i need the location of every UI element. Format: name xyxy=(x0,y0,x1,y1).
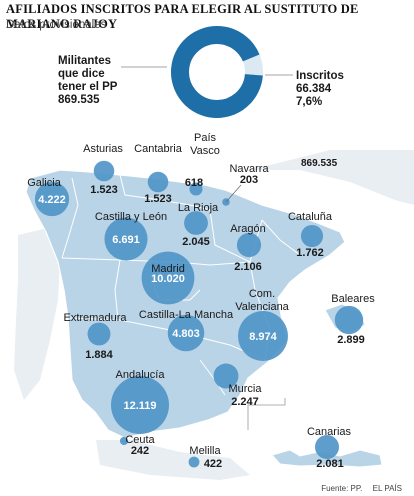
chart-title: AFILIADOS INSCRITOS PARA ELEGIR AL SUSTI… xyxy=(6,2,359,31)
region-value-aragon: 2.106 xyxy=(234,261,262,273)
region-value-asturias: 1.523 xyxy=(90,184,118,196)
region-name-madrid: Madrid xyxy=(151,263,185,275)
region-name-castilla-y-leon: Castilla y León xyxy=(95,211,167,223)
bubble-com-valenciana xyxy=(238,311,288,361)
neighbor-land xyxy=(14,150,414,480)
bubble-ceuta xyxy=(119,436,129,446)
region-name-pais-vasco-line2: Vasco xyxy=(190,145,220,157)
bubble-la-rioja xyxy=(184,211,208,235)
bubble-melilla xyxy=(188,456,200,468)
region-value-madrid: 10.020 xyxy=(151,273,185,285)
region-value-canarias: 2.081 xyxy=(316,458,344,470)
region-name-pais-vasco-line1: País xyxy=(194,132,217,144)
region-name-cantabria: Cantabria xyxy=(134,143,183,155)
region-name-castilla-la-mancha: Castilla-La Mancha xyxy=(139,309,234,321)
region-name-com-valenciana-line1: Com. xyxy=(249,288,275,300)
region-value-ceuta: 242 xyxy=(131,445,149,457)
inscritos-label: Inscritos 66.384 7,6% xyxy=(296,70,344,109)
militantes-line-3: tener el PP xyxy=(58,81,118,93)
region-value-castilla-y-leon: 6.691 xyxy=(112,234,140,246)
source-text: Fuente: PP. xyxy=(321,484,363,493)
bubble-andalucia xyxy=(111,376,169,434)
bubble-cantabria xyxy=(147,171,169,193)
region-name-cataluna: Cataluña xyxy=(288,211,333,223)
region-name-la-rioja: La Rioja xyxy=(178,202,219,214)
bubble-galicia xyxy=(34,181,70,217)
chart-subtitle: Datos provisionales xyxy=(6,19,107,31)
bubble-aragon xyxy=(236,232,262,258)
bubble-canarias xyxy=(314,434,340,460)
region-value-andalucia: 12.119 xyxy=(123,400,156,412)
bubble-extremadura xyxy=(87,322,111,346)
region-name-extremadura: Extremadura xyxy=(64,312,128,324)
region-value-pais-vasco: 618 xyxy=(185,177,203,189)
inscritos-title: Inscritos xyxy=(296,70,344,82)
donut-chart xyxy=(121,26,293,118)
france-land xyxy=(250,150,414,205)
region-name-aragon: Aragón xyxy=(230,223,265,235)
region-value-com-valenciana: 8.974 xyxy=(249,331,277,343)
region-name-galicia: Galicia xyxy=(27,177,62,189)
donut-main-segment xyxy=(171,26,263,118)
region-name-murcia: Murcia xyxy=(228,383,262,395)
region-value-murcia: 2.247 xyxy=(231,396,259,408)
region-name-asturias: Asturias xyxy=(83,143,123,155)
publisher-text: EL PAÍS xyxy=(372,484,402,493)
region-value-melilla: 422 xyxy=(204,458,222,470)
region-value-extremadura: 1.884 xyxy=(85,349,113,361)
region-name-baleares: Baleares xyxy=(331,293,375,305)
militantes-value: 869.535 xyxy=(58,94,100,106)
bubble-pais-vasco xyxy=(189,182,203,196)
region-value-galicia: 4.222 xyxy=(38,194,66,206)
region-value-navarra: 203 xyxy=(240,174,258,186)
inscritos-percent: 7,6% xyxy=(296,96,323,108)
bubble-madrid xyxy=(141,251,195,305)
bubble-layer xyxy=(34,160,364,468)
region-name-andalucia: Andalucía xyxy=(116,369,166,381)
bubble-asturias xyxy=(93,160,115,182)
region-value-la-rioja: 2.045 xyxy=(182,236,210,248)
region-value-cataluna: 1.762 xyxy=(296,247,324,259)
bubble-cataluna xyxy=(300,224,324,248)
region-value-cantabria: 1.523 xyxy=(144,193,172,205)
militantes-line-1: Militantes xyxy=(58,55,112,67)
region-name-navarra: Navarra xyxy=(229,163,269,175)
region-name-canarias: Canarias xyxy=(307,426,352,438)
region-name-ceuta: Ceuta xyxy=(125,434,155,446)
inscritos-value: 66.384 xyxy=(296,83,332,95)
region-name-melilla: Melilla xyxy=(189,445,221,457)
militantes-label: Militantes que dice tener el PP 869.535 xyxy=(58,55,117,107)
region-value-baleares: 2.899 xyxy=(337,334,365,346)
bubble-baleares xyxy=(334,305,364,335)
portugal-land xyxy=(14,228,60,400)
bubble-castilla-la-mancha xyxy=(167,314,205,352)
bubble-castilla-y-leon xyxy=(104,217,148,261)
bubble-murcia xyxy=(213,363,239,389)
africa-land xyxy=(96,440,250,480)
region-value-castilla-la-mancha: 4.803 xyxy=(172,328,200,340)
source-line: Fuente: PP. EL PAÍS xyxy=(313,484,402,493)
floating-total: 869.535 xyxy=(301,158,338,169)
label-layer: Galicia 4.222 Asturias 1.523 Cantabria 1.523 P… xyxy=(27,132,375,470)
region-name-com-valenciana-line2: Valenciana xyxy=(235,301,289,313)
leader-navarra xyxy=(225,184,242,203)
militantes-line-2: que dice xyxy=(58,68,105,80)
